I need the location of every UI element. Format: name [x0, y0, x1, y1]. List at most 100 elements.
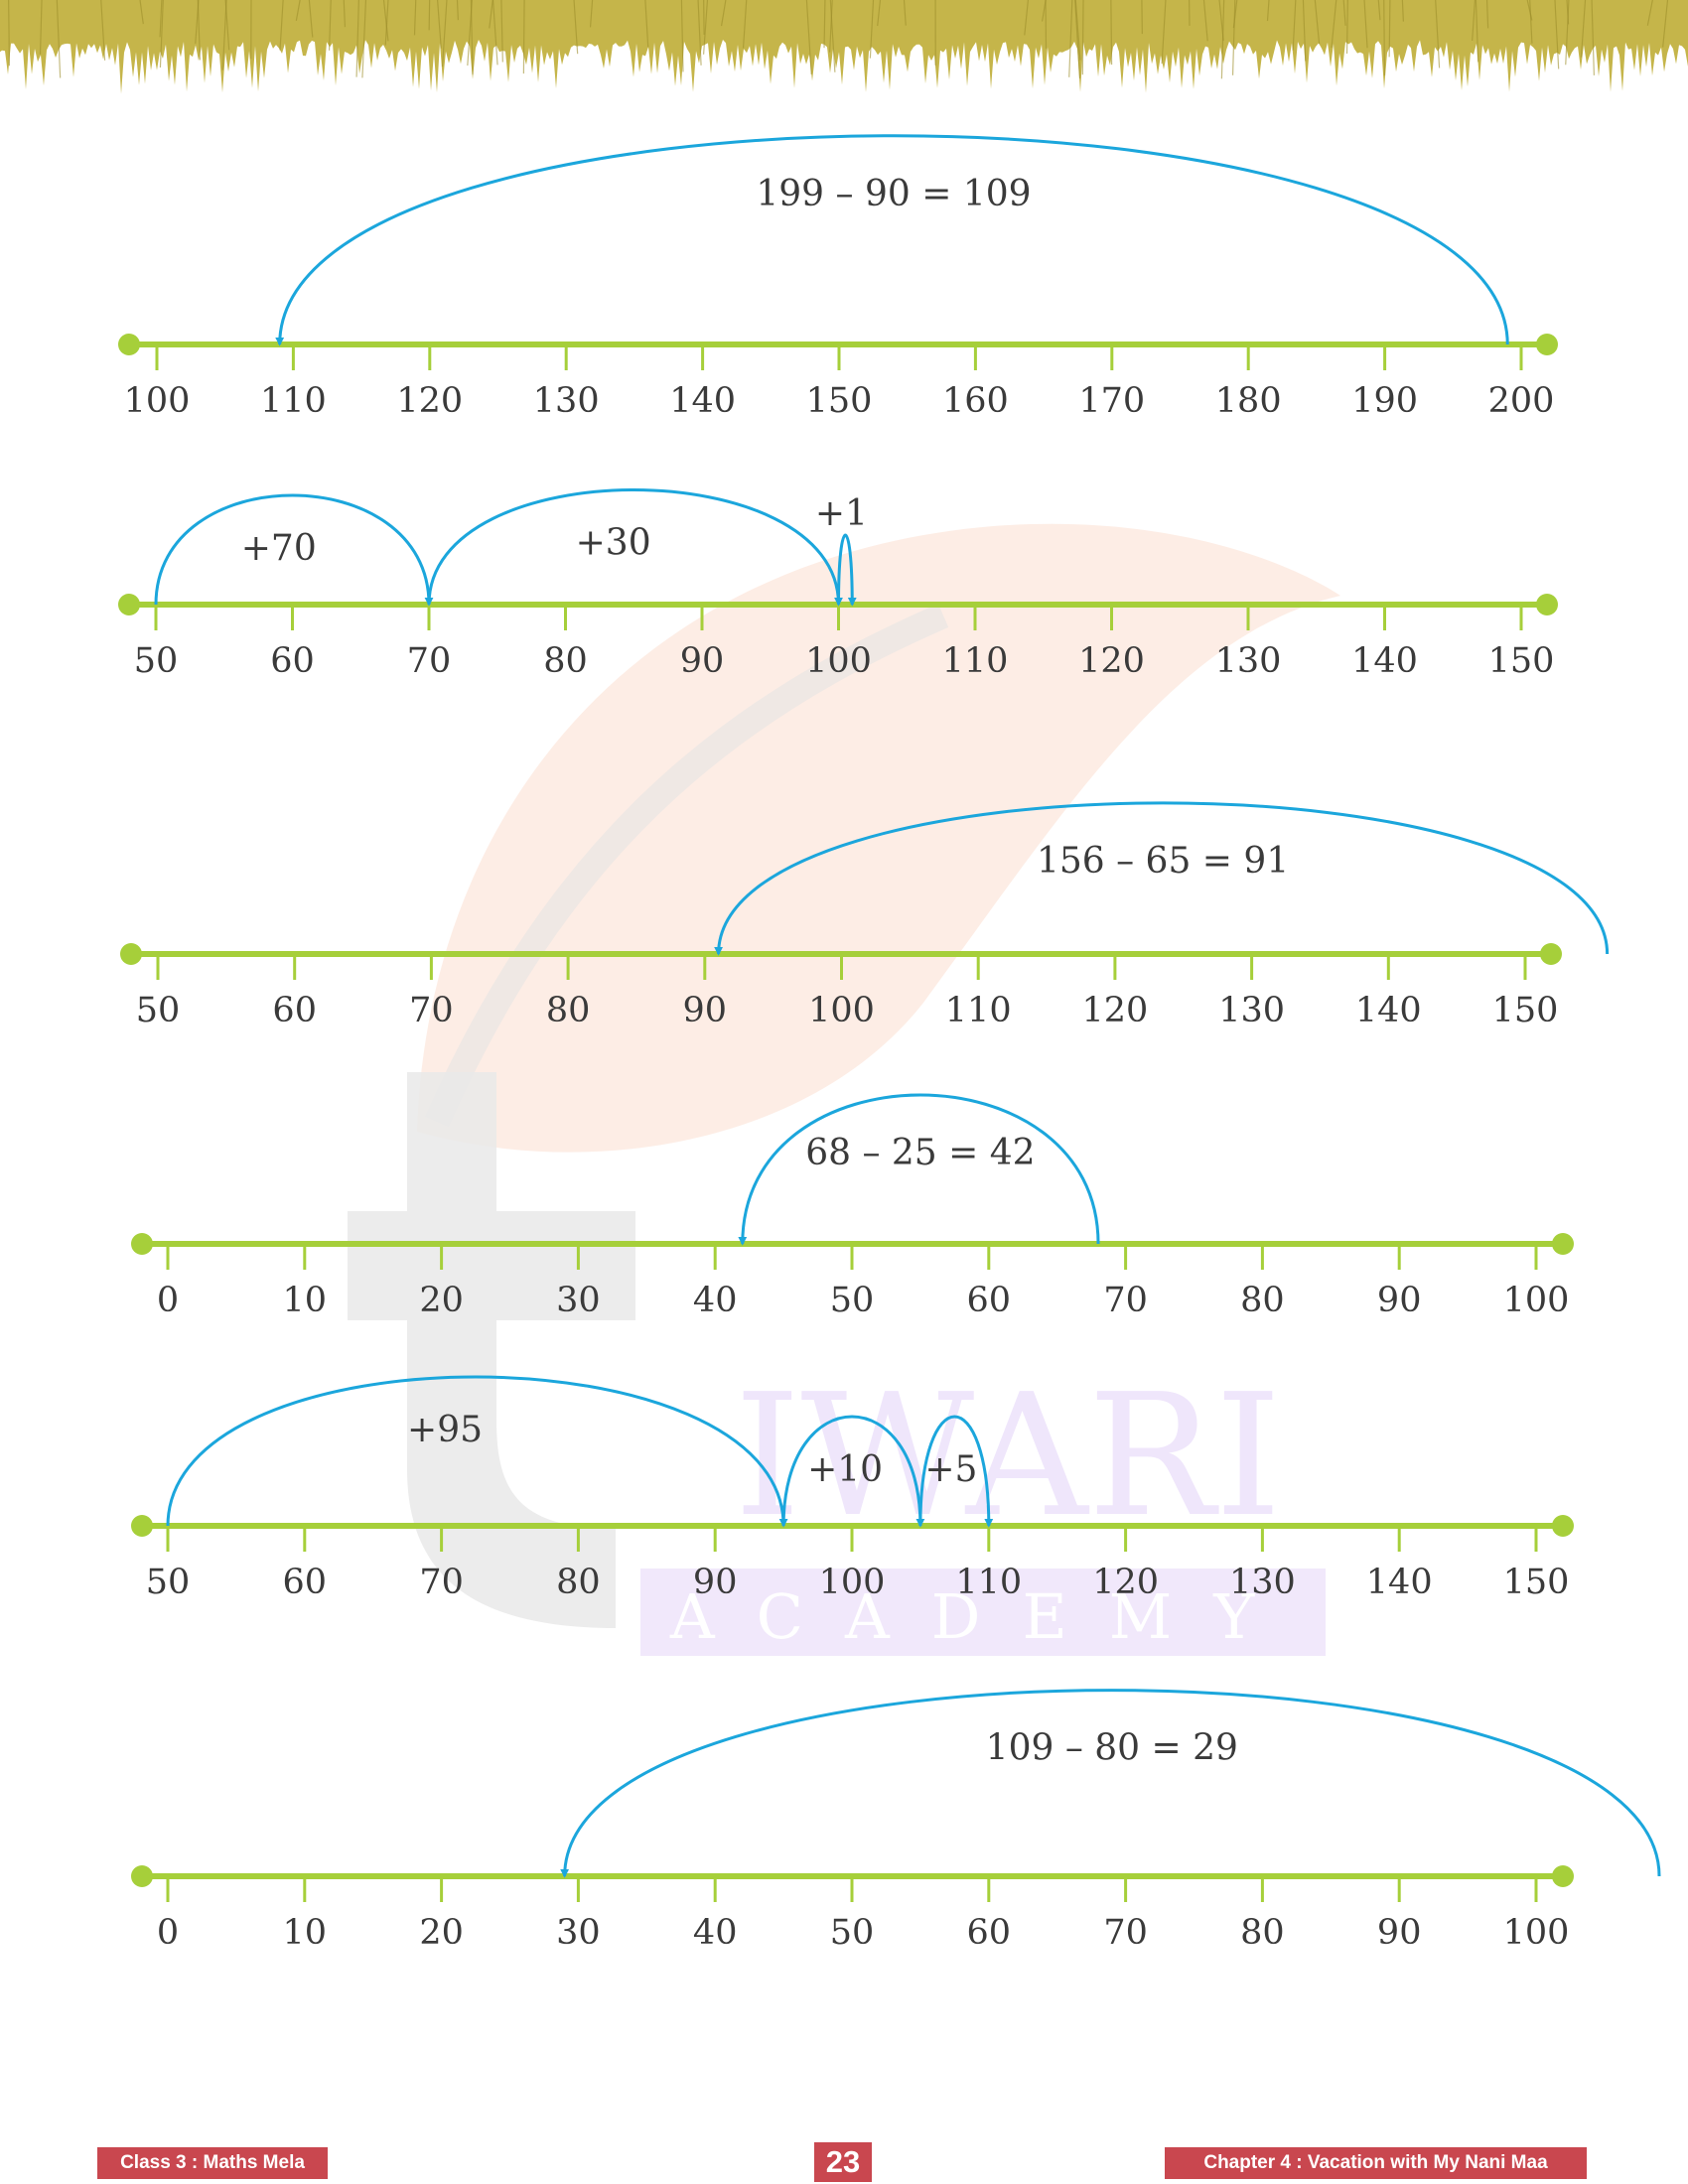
- tick-label: 130: [1215, 641, 1282, 681]
- grass-blade: [1202, 0, 1208, 42]
- tick-label: 0: [157, 1913, 179, 1953]
- number-line-start-dot: [131, 1515, 153, 1537]
- jump-label: 156 – 65 = 91: [1037, 841, 1289, 882]
- grass-header-decoration: [0, 0, 1688, 94]
- tick-label: 70: [1103, 1913, 1148, 1953]
- jump-arrow: [166, 1375, 788, 1528]
- grass-blade: [489, 0, 493, 29]
- jump-label: +1: [815, 493, 868, 534]
- jump-label: +30: [576, 523, 651, 564]
- tick-label: 180: [1215, 381, 1282, 421]
- grass-blade: [1074, 0, 1081, 61]
- grass-blade: [384, 0, 389, 46]
- grass-blade: [1401, 0, 1404, 22]
- number-line-start-dot: [131, 1865, 153, 1887]
- grass-blade: [1485, 0, 1489, 29]
- grass-blade: [1266, 0, 1270, 22]
- watermark-academy-text: ACADEMY: [669, 1580, 1296, 1653]
- tick-label: 60: [272, 991, 317, 1030]
- grass-blade: [456, 0, 459, 21]
- grass-blade: [441, 0, 448, 68]
- tick-label: 60: [283, 1563, 328, 1602]
- grass-blade: [877, 0, 882, 27]
- grass-blade: [1161, 0, 1167, 65]
- tick-label: 120: [1078, 641, 1145, 681]
- jump-arrow: [154, 493, 434, 607]
- page-number: 23: [814, 2142, 872, 2182]
- tick-label: 30: [556, 1913, 601, 1953]
- tick-label: 120: [1092, 1563, 1159, 1602]
- tick-label: 170: [1078, 381, 1145, 421]
- grass-blade: [197, 0, 202, 61]
- tick-label: 130: [1218, 991, 1285, 1030]
- tick-label: 50: [134, 641, 179, 681]
- grass-blade: [1475, 0, 1479, 63]
- tick-label: 100: [1503, 1913, 1570, 1953]
- grass-blade: [500, 0, 503, 63]
- tick-label: 150: [1492, 991, 1559, 1030]
- tick-label: 20: [419, 1913, 464, 1953]
- grass-blade: [8, 0, 11, 67]
- footer-class-label: Class 3 : Maths Mela: [97, 2147, 328, 2179]
- tick-label: 80: [546, 991, 591, 1030]
- tick-label: 100: [1503, 1281, 1570, 1320]
- jump-arrow: [427, 488, 843, 607]
- number-line-end-dot: [1536, 594, 1558, 615]
- tick-label: 80: [1240, 1913, 1285, 1953]
- tick-label: 110: [955, 1563, 1022, 1602]
- number-line: 0 10 20 30 40 50 60 70 80 90 100 68 – 25 = 42: [131, 1093, 1574, 1320]
- tick-label: 90: [1377, 1913, 1422, 1953]
- grass-fringe: [0, 0, 1688, 94]
- tick-label: 70: [419, 1563, 464, 1602]
- jump-label: +70: [241, 528, 317, 569]
- jump-label: +95: [407, 1410, 483, 1450]
- number-line-start-dot: [118, 594, 140, 615]
- grass-blade: [1314, 0, 1321, 45]
- grass-blade: [437, 0, 442, 49]
- tick-label: 110: [260, 381, 327, 421]
- grass-blade: [1388, 0, 1391, 58]
- jump-arrow: [560, 1689, 1661, 1878]
- grass-blade: [1363, 0, 1368, 49]
- tick-label: 100: [805, 641, 872, 681]
- tick-label: 70: [1103, 1281, 1148, 1320]
- tick-label: 90: [1377, 1281, 1422, 1320]
- tick-label: 40: [693, 1913, 738, 1953]
- grass-blade: [361, 0, 367, 78]
- grass-blade: [697, 0, 702, 66]
- tick-label: 100: [808, 991, 875, 1030]
- jump-arrow: [738, 1093, 1100, 1246]
- grass-blade: [589, 0, 594, 28]
- grass-blade: [644, 0, 649, 48]
- grass-blade: [1342, 0, 1346, 26]
- grass-blade: [1565, 0, 1570, 66]
- tick-label: 190: [1351, 381, 1418, 421]
- grass-blade: [1554, 0, 1560, 69]
- tick-label: 130: [533, 381, 600, 421]
- watermark-leaf-shape: [417, 523, 1340, 1153]
- grass-blade: [308, 0, 314, 38]
- jump-label: +5: [924, 1449, 977, 1490]
- jump-arrow: [837, 533, 857, 607]
- jump-label: 199 – 90 = 109: [756, 174, 1031, 214]
- grass-blade: [1529, 0, 1533, 44]
- tick-label: 80: [543, 641, 588, 681]
- tick-label: 30: [556, 1281, 601, 1320]
- grass-blade: [56, 0, 62, 78]
- grass-blade: [1068, 0, 1073, 77]
- grass-blade: [1218, 0, 1224, 42]
- grass-blade: [1292, 0, 1297, 51]
- number-line-start-dot: [118, 334, 140, 355]
- grass-blade: [1662, 0, 1669, 48]
- grass-blade: [1074, 0, 1081, 79]
- grass-blade: [159, 0, 163, 38]
- tick-label: 150: [1503, 1563, 1570, 1602]
- jump-arrow: [275, 134, 1509, 346]
- watermark-swoosh: [425, 604, 949, 1128]
- tick-label: 100: [819, 1563, 886, 1602]
- grass-blade: [413, 0, 417, 36]
- tick-label: 80: [556, 1563, 601, 1602]
- tick-label: 60: [967, 1281, 1012, 1320]
